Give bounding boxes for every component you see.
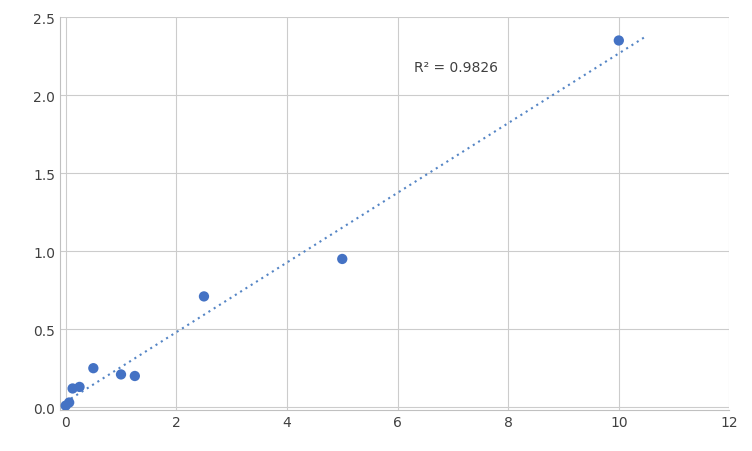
Point [74, 383, 86, 391]
Point [63, 399, 75, 406]
Point [115, 371, 127, 378]
Point [59, 402, 71, 410]
Point [129, 373, 141, 380]
Point [613, 38, 625, 45]
Point [336, 256, 348, 263]
Point [67, 385, 79, 392]
Point [87, 365, 99, 372]
Point [198, 293, 210, 300]
Text: R² = 0.9826: R² = 0.9826 [414, 61, 498, 75]
